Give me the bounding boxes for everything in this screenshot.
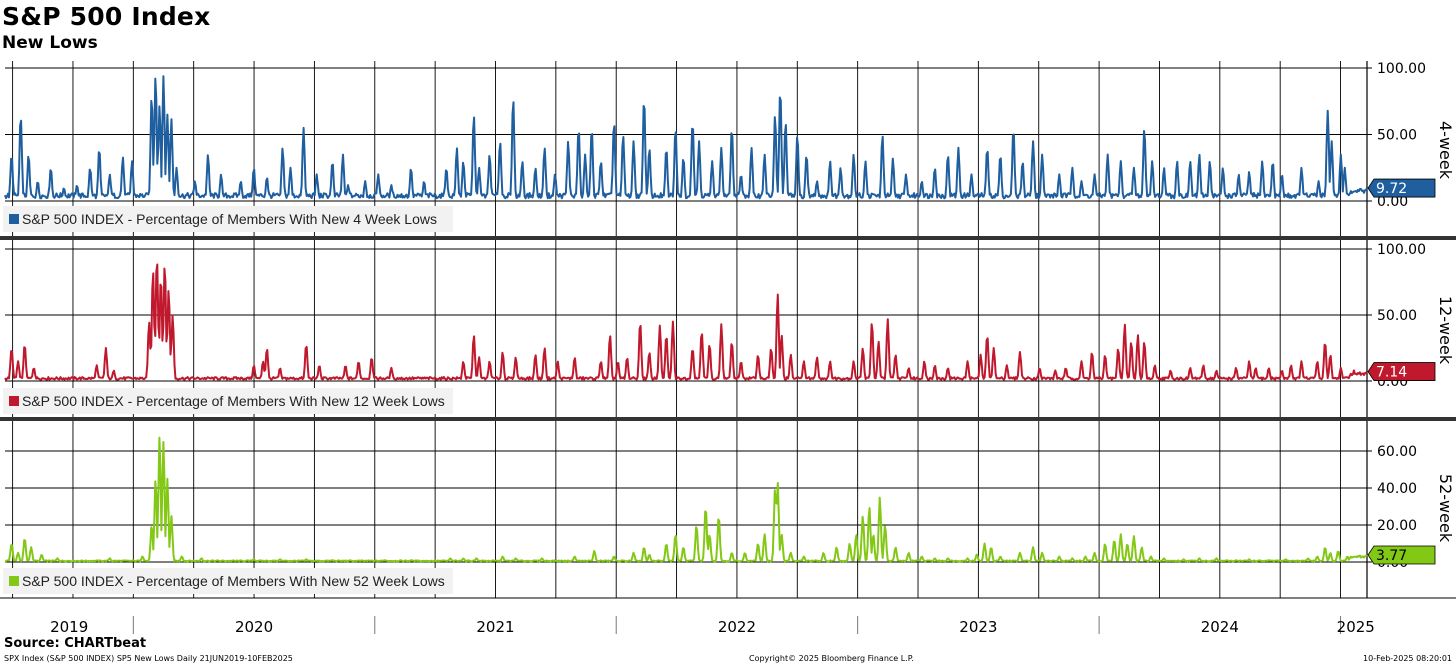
x-tick-label: 2024 [1201,618,1239,636]
legend-label: S&P 500 INDEX - Percentage of Members Wi… [22,393,445,409]
series-line-52-week [4,436,1368,563]
y-tick-label: 60.00 [1377,444,1417,460]
footer-series-info: SPX Index (S&P 500 INDEX) SP5 New Lows D… [4,654,293,663]
last-value-tag-4-week: 9.72 [1367,178,1436,198]
panel-side-label: 52-week [1436,474,1455,543]
x-tick-label: 2025 [1337,618,1375,636]
x-tick-label: 2021 [476,618,514,636]
series-line-12-week [4,263,1368,381]
last-value-tag-12-week: 7.14 [1367,362,1436,381]
panel-side-label: 12-week [1436,296,1455,365]
legend-swatch [9,214,19,224]
chart-subtitle: New Lows [2,33,98,53]
legend-label: S&P 500 INDEX - Percentage of Members Wi… [22,573,445,589]
last-value-box [1367,545,1436,565]
x-tick-label: 2023 [959,618,997,636]
footer-timestamp: 10-Feb-2025 08:20:01 [1363,654,1452,663]
source-note: Source: CHARTbeat [4,636,147,651]
legend-background [3,206,453,232]
x-tick-label: 2019 [50,618,88,636]
series-line-4-week [4,75,1368,200]
vertical-gridlines [12,61,1341,598]
legend-12-week: S&P 500 INDEX - Percentage of Members Wi… [3,388,453,414]
last-value-box [1367,362,1436,381]
legend-background [3,568,453,594]
y-tick-label: 40.00 [1377,481,1417,497]
x-tick-label: 2020 [235,618,273,636]
last-value-tag-52-week: 3.77 [1367,545,1436,565]
panel-side-label: 4-week [1436,121,1455,180]
x-axis: 2019 2020 2021 2022 2023 2024 2025 [0,597,1456,636]
last-value-label: 7.14 [1376,365,1407,381]
legend-swatch [9,396,19,406]
legend-swatch [9,576,19,586]
footer-copyright: Copyright© 2025 Bloomberg Finance L.P. [749,654,914,663]
y-tick-label: 0.00 [1377,194,1408,210]
legend-52-week: S&P 500 INDEX - Percentage of Members Wi… [3,568,453,594]
chart-title: S&P 500 Index [2,2,211,31]
legend-4-week: S&P 500 INDEX - Percentage of Members Wi… [3,206,453,232]
y-tick-label: 100.00 [1377,61,1426,77]
last-value-label: 9.72 [1376,181,1407,197]
panel-4-week: 0.00 50.00 100.00 4-week S&P 500 INDEX - Per… [3,61,1455,237]
legend-label: S&P 500 INDEX - Percentage of Members Wi… [22,211,437,227]
last-value-label: 3.77 [1376,548,1407,564]
x-tick-label: 2022 [718,618,756,636]
y-tick-label: 100.00 [1377,242,1426,258]
legend-background [3,388,453,414]
y-tick-label: 20.00 [1377,518,1417,534]
panel-separator [0,417,1456,421]
last-value-box [1367,178,1436,198]
y-tick-label: 50.00 [1377,128,1417,144]
panel-separator [0,236,1456,240]
y-tick-label: 50.00 [1377,308,1417,324]
